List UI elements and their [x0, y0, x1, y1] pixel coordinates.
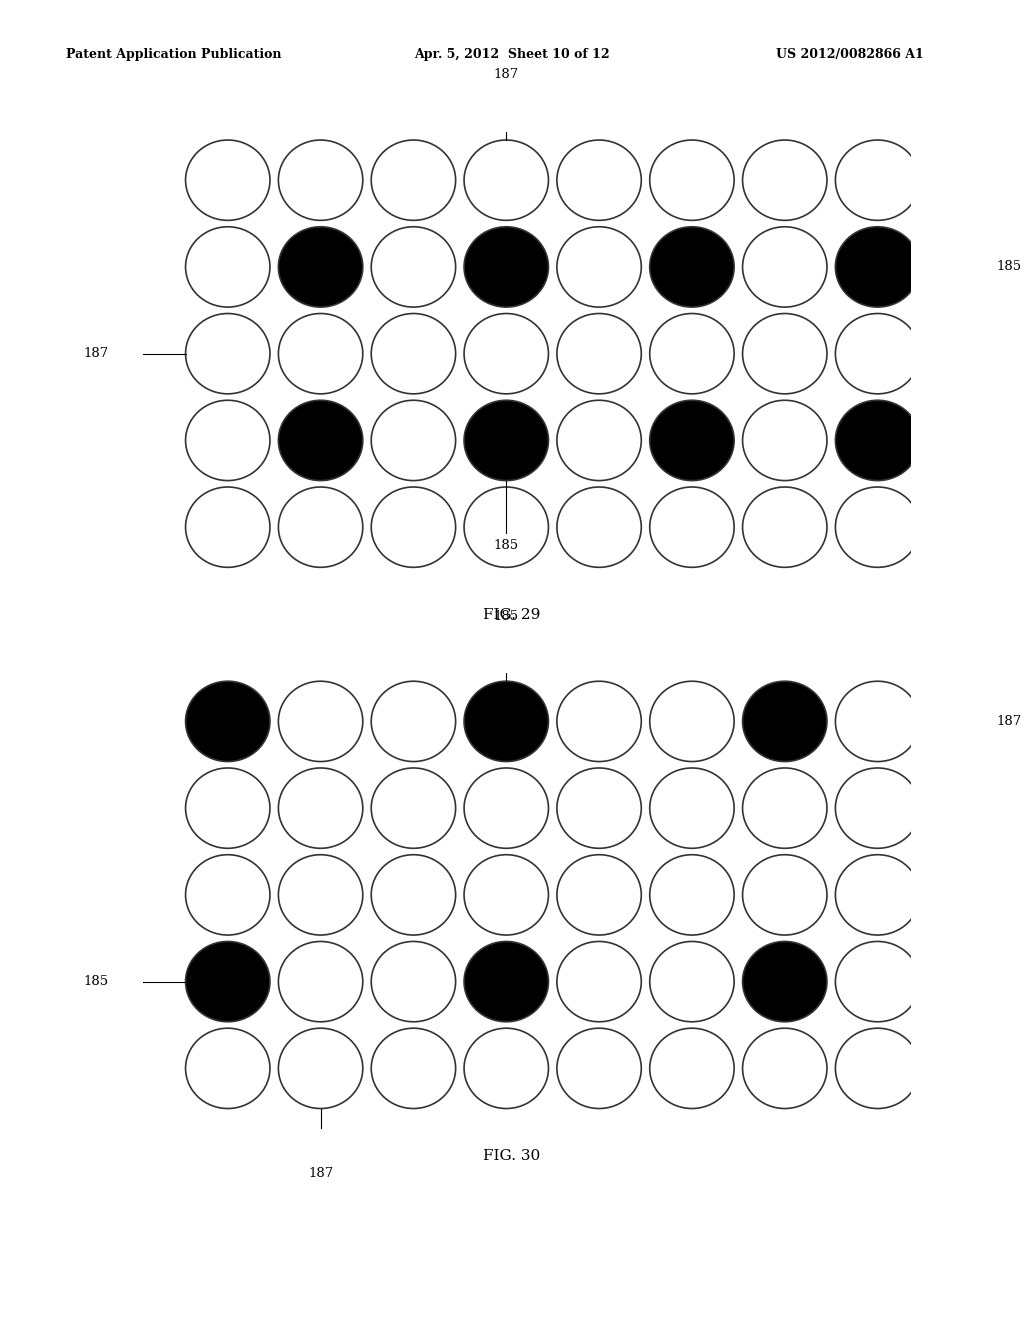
Ellipse shape	[372, 855, 456, 935]
Ellipse shape	[650, 681, 734, 762]
Text: 187: 187	[996, 715, 1022, 727]
Ellipse shape	[557, 855, 641, 935]
Ellipse shape	[372, 681, 456, 762]
Text: 185: 185	[83, 975, 109, 989]
Ellipse shape	[279, 1028, 362, 1109]
Ellipse shape	[836, 855, 920, 935]
Ellipse shape	[836, 400, 920, 480]
Ellipse shape	[557, 681, 641, 762]
Ellipse shape	[464, 1028, 549, 1109]
Text: 187: 187	[83, 347, 109, 360]
Text: 185: 185	[996, 260, 1022, 273]
Ellipse shape	[279, 487, 362, 568]
Ellipse shape	[279, 140, 362, 220]
Ellipse shape	[464, 681, 549, 762]
Ellipse shape	[650, 400, 734, 480]
Ellipse shape	[464, 855, 549, 935]
Ellipse shape	[464, 400, 549, 480]
Ellipse shape	[464, 140, 549, 220]
Text: 187: 187	[494, 69, 519, 82]
Ellipse shape	[464, 768, 549, 849]
Text: 187: 187	[308, 1167, 333, 1180]
Ellipse shape	[185, 681, 270, 762]
Ellipse shape	[185, 140, 270, 220]
Ellipse shape	[185, 487, 270, 568]
Ellipse shape	[372, 400, 456, 480]
Ellipse shape	[185, 768, 270, 849]
Ellipse shape	[464, 941, 549, 1022]
Ellipse shape	[836, 314, 920, 393]
Ellipse shape	[650, 140, 734, 220]
Ellipse shape	[557, 314, 641, 393]
Ellipse shape	[185, 855, 270, 935]
Ellipse shape	[279, 681, 362, 762]
Ellipse shape	[279, 768, 362, 849]
Ellipse shape	[372, 768, 456, 849]
Ellipse shape	[279, 400, 362, 480]
Ellipse shape	[557, 487, 641, 568]
Ellipse shape	[185, 941, 270, 1022]
Ellipse shape	[742, 487, 827, 568]
Ellipse shape	[372, 941, 456, 1022]
Ellipse shape	[279, 855, 362, 935]
Ellipse shape	[836, 768, 920, 849]
Ellipse shape	[742, 941, 827, 1022]
Ellipse shape	[185, 1028, 270, 1109]
Ellipse shape	[742, 1028, 827, 1109]
Ellipse shape	[372, 314, 456, 393]
Ellipse shape	[557, 227, 641, 308]
Ellipse shape	[742, 768, 827, 849]
Ellipse shape	[279, 941, 362, 1022]
Ellipse shape	[372, 140, 456, 220]
Ellipse shape	[279, 227, 362, 308]
Ellipse shape	[185, 314, 270, 393]
Ellipse shape	[742, 400, 827, 480]
Ellipse shape	[464, 227, 549, 308]
Ellipse shape	[650, 941, 734, 1022]
Ellipse shape	[742, 314, 827, 393]
Text: 185: 185	[494, 539, 519, 552]
Ellipse shape	[836, 140, 920, 220]
Ellipse shape	[557, 1028, 641, 1109]
Ellipse shape	[372, 227, 456, 308]
Ellipse shape	[372, 1028, 456, 1109]
Ellipse shape	[836, 1028, 920, 1109]
Ellipse shape	[650, 768, 734, 849]
Ellipse shape	[464, 314, 549, 393]
Text: Apr. 5, 2012  Sheet 10 of 12: Apr. 5, 2012 Sheet 10 of 12	[414, 48, 610, 61]
Ellipse shape	[185, 400, 270, 480]
Ellipse shape	[650, 855, 734, 935]
Text: 185: 185	[494, 610, 519, 623]
Ellipse shape	[464, 487, 549, 568]
Text: FIG. 29: FIG. 29	[483, 609, 541, 622]
Ellipse shape	[372, 487, 456, 568]
Ellipse shape	[742, 855, 827, 935]
Ellipse shape	[557, 140, 641, 220]
Ellipse shape	[650, 227, 734, 308]
Ellipse shape	[650, 314, 734, 393]
Text: Patent Application Publication: Patent Application Publication	[67, 48, 282, 61]
Ellipse shape	[650, 1028, 734, 1109]
Ellipse shape	[836, 941, 920, 1022]
Ellipse shape	[836, 681, 920, 762]
Ellipse shape	[742, 227, 827, 308]
Ellipse shape	[742, 140, 827, 220]
Ellipse shape	[742, 681, 827, 762]
Ellipse shape	[185, 227, 270, 308]
Ellipse shape	[836, 487, 920, 568]
Ellipse shape	[557, 400, 641, 480]
Ellipse shape	[557, 768, 641, 849]
Ellipse shape	[557, 941, 641, 1022]
Ellipse shape	[279, 314, 362, 393]
Ellipse shape	[650, 487, 734, 568]
Ellipse shape	[836, 227, 920, 308]
Text: FIG. 30: FIG. 30	[483, 1150, 541, 1163]
Text: US 2012/0082866 A1: US 2012/0082866 A1	[776, 48, 924, 61]
